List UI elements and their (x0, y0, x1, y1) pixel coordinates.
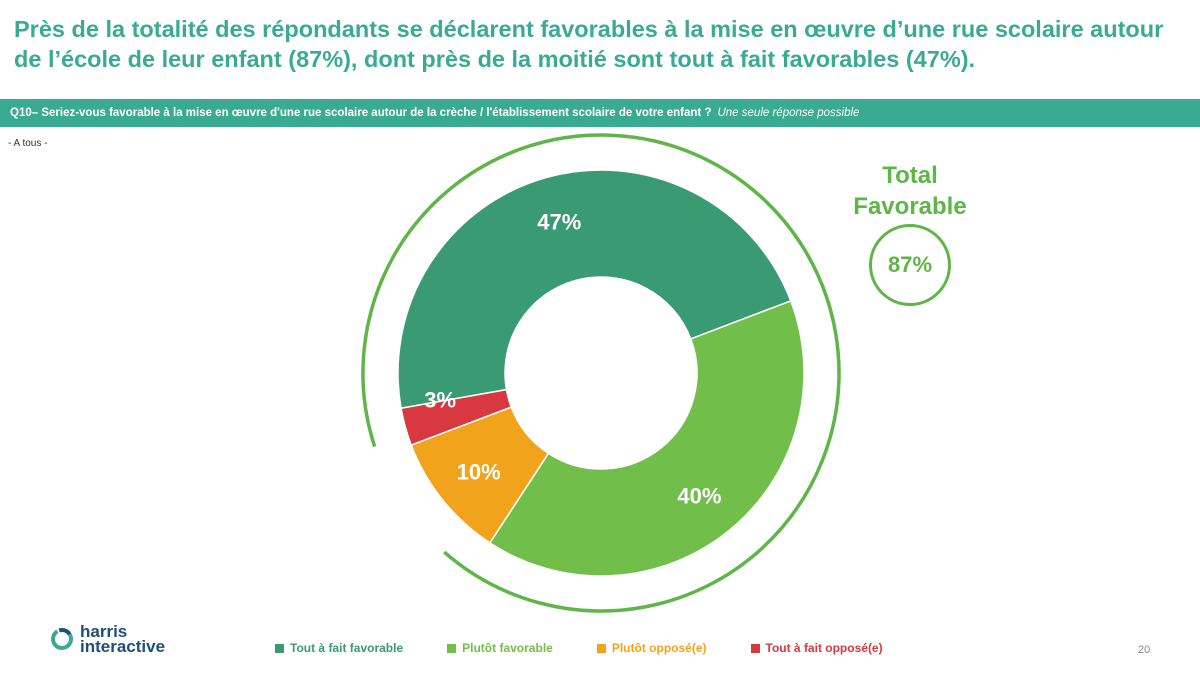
question-text: Q10– Seriez-vous favorable à la mise en … (10, 107, 712, 119)
legend-label-3: Tout à fait opposé(e) (765, 641, 883, 655)
question-bar: Q10– Seriez-vous favorable à la mise en … (0, 99, 1200, 127)
donut-label-0: 47% (537, 210, 581, 235)
legend-label-0: Tout à fait favorable (290, 641, 404, 655)
donut-label-1: 40% (677, 483, 721, 508)
legend-item-1: Plutôt favorable (447, 641, 553, 655)
question-note: Une seule réponse possible (717, 107, 860, 119)
total-title-line2: Favorable (853, 193, 967, 220)
base-note: - A tous - (8, 138, 48, 149)
donut-label-3: 3% (424, 388, 456, 413)
logo-text: harris interactive (80, 622, 166, 656)
total-title-line1: Total (882, 162, 938, 189)
legend-swatch-1 (447, 643, 457, 653)
logo-ring-icon (51, 628, 73, 650)
donut-slice-tout-a-fait-oppose-e (400, 388, 513, 447)
page-title: Près de la totalité des répondants se dé… (14, 16, 1164, 72)
legend-item-0: Tout à fait favorable (275, 641, 403, 655)
harris-interactive-logo: harris interactive (50, 622, 166, 656)
chart-legend: Tout à fait favorable Plutôt favorable Plu… (275, 641, 927, 655)
total-favorable-arc (361, 133, 841, 613)
legend-swatch-2 (596, 643, 606, 653)
donut-label-2: 10% (457, 459, 501, 484)
legend-swatch-3 (750, 643, 760, 653)
page-number: 20 (1138, 644, 1151, 656)
donut-slice-plutot-favorable (488, 299, 805, 577)
legend-item-3: Tout à fait opposé(e) (750, 641, 883, 655)
donut-slice-tout-a-fait-favorable (397, 169, 792, 410)
total-favorable-value: 87% (869, 224, 951, 306)
logo-line2: interactive (80, 637, 166, 656)
legend-label-1: Plutôt favorable (462, 641, 553, 655)
total-favorable-title: Total Favorable (820, 160, 1000, 222)
legend-item-2: Plutôt opposé(e) (596, 641, 707, 655)
logo-line1: harris (80, 622, 128, 641)
legend-label-2: Plutôt opposé(e) (611, 641, 707, 655)
legend-swatch-0 (275, 643, 284, 653)
